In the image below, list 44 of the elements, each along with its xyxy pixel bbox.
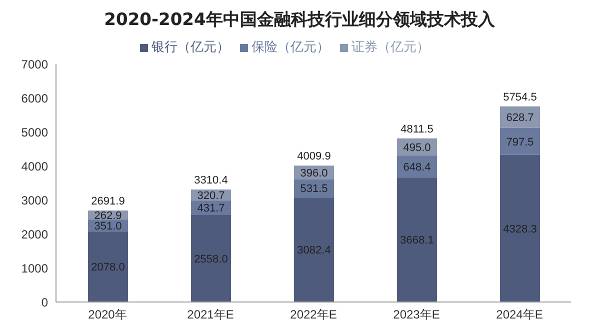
legend-label: 银行（亿元） [152,39,230,54]
chart-title: 2020-2024年中国金融科技行业细分领域技术投入 [103,9,496,32]
bar [191,215,231,302]
y-tick-label: 0 [41,295,48,310]
data-label: 2078.0 [91,262,125,274]
data-label: 431.7 [197,202,225,215]
data-label: 628.7 [506,112,534,124]
total-label: 3310.4 [194,174,228,186]
y-tick-label: 4000 [21,159,48,174]
data-label: 396.0 [300,167,328,180]
bar [88,231,128,302]
data-label: 797.5 [506,136,534,148]
bar [500,128,540,155]
x-tick-label: 2020年 [88,308,127,322]
data-label: 3668.1 [400,234,434,247]
y-tick-label: 6000 [21,91,48,106]
data-label: 2558.0 [194,254,228,266]
total-label: 4009.9 [297,150,331,163]
bar [500,154,540,302]
data-label: 320.7 [197,190,225,202]
y-tick-label: 3000 [21,193,48,208]
data-label: 4328.3 [503,223,537,236]
x-tick-label: 2023年E [393,308,440,322]
y-tick-label: 7000 [21,57,48,72]
x-tick-label: 2021年E [187,308,234,322]
total-label: 4811.5 [400,123,434,136]
data-label: 3082.4 [297,244,331,257]
data-label: 531.5 [300,183,328,196]
y-tick-label: 5000 [21,125,48,140]
y-tick-label: 2000 [21,227,48,242]
data-label: 495.0 [403,142,431,154]
data-label: 262.9 [94,210,122,222]
bar [397,177,437,302]
data-label: 351.0 [94,220,122,232]
data-label: 648.4 [403,161,431,174]
y-tick-label: 1000 [21,261,48,276]
total-label: 2691.9 [91,195,125,208]
legend-label: 证券（亿元） [352,39,430,54]
x-tick-label: 2022年E [290,308,337,322]
legend-label: 保险（亿元） [252,39,330,54]
total-label: 5754.5 [503,91,537,104]
bar [397,155,437,178]
bar [294,197,334,302]
x-tick-label: 2024年E [496,308,543,322]
